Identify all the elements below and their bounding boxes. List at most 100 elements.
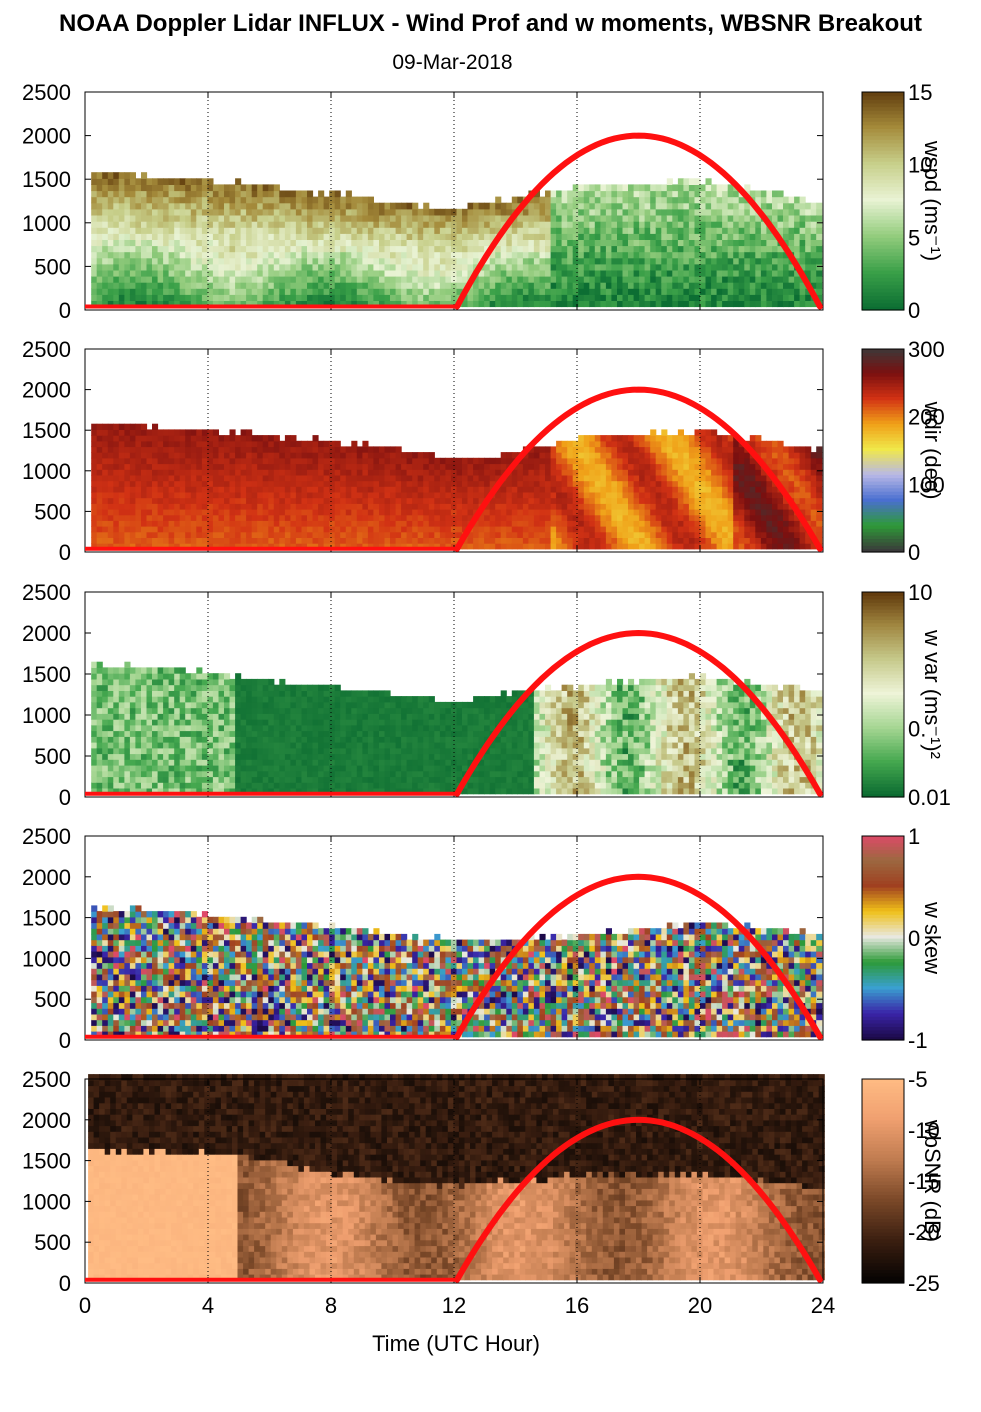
heatmap-cell [423, 251, 430, 259]
heatmap-cell [556, 227, 563, 234]
heatmap-cell [307, 215, 314, 222]
heatmap-cell [600, 446, 607, 453]
heatmap-cell [583, 227, 590, 234]
heatmap-cell [179, 294, 186, 301]
heatmap-cell [672, 503, 679, 510]
heatmap-cell [390, 245, 397, 253]
heatmap-cell [362, 537, 369, 544]
heatmap-cell [744, 245, 751, 253]
heatmap-cell [456, 531, 463, 538]
heatmap-cell [240, 227, 247, 234]
heatmap-cell [556, 245, 563, 253]
heatmap-cell [157, 178, 164, 185]
heatmap-cell [528, 257, 535, 265]
heatmap-cell [705, 233, 712, 240]
heatmap-cell [284, 196, 291, 204]
heatmap-cell [661, 276, 668, 283]
heatmap-cell [727, 531, 734, 538]
heatmap-cell [141, 202, 148, 210]
heatmap-cell [340, 486, 347, 493]
heatmap-cell [212, 469, 219, 476]
heatmap-cell [434, 474, 441, 482]
heatmap-cell [345, 227, 352, 234]
heatmap-cell [362, 503, 369, 510]
heatmap-cell [96, 245, 103, 253]
heatmap-cell [755, 526, 762, 533]
heatmap-cell [129, 486, 136, 493]
heatmap-cell [207, 196, 214, 204]
heatmap-cell [240, 543, 247, 550]
heatmap-cell [329, 208, 336, 216]
heatmap-cell [450, 520, 457, 527]
heatmap-cell [229, 196, 236, 204]
heatmap-cell [478, 537, 485, 544]
heatmap-cell [318, 526, 325, 533]
heatmap-cell [462, 514, 469, 521]
heatmap-cell [246, 282, 253, 289]
heatmap-cell [611, 435, 618, 442]
heatmap-cell [578, 480, 585, 487]
heatmap-cell [622, 257, 629, 265]
heatmap-cell [755, 257, 762, 265]
heatmap-cell [246, 480, 253, 487]
heatmap-cell [522, 503, 529, 510]
heatmap-cell [683, 509, 690, 516]
heatmap-cell [141, 276, 148, 283]
heatmap-cell [196, 184, 203, 192]
heatmap-cell [323, 537, 330, 544]
heatmap-cell [639, 184, 646, 192]
heatmap-cell [622, 486, 629, 493]
heatmap-cell [594, 526, 601, 533]
heatmap-cell [362, 446, 369, 453]
heatmap-cell [423, 474, 430, 482]
colorbar-band [862, 244, 904, 249]
heatmap-cell [196, 300, 203, 308]
colorbar-band [862, 277, 904, 282]
heatmap-cell [301, 233, 308, 240]
heatmap-cell [760, 239, 767, 247]
colorbar-band [862, 240, 904, 246]
heatmap-cell [146, 446, 153, 453]
heatmap-cell [356, 227, 363, 234]
heatmap-cell [334, 503, 341, 510]
heatmap-cell [772, 263, 779, 271]
heatmap-cell [655, 497, 662, 504]
heatmap-cell [224, 282, 231, 289]
heatmap-cell [268, 531, 275, 538]
heatmap-cell [567, 469, 574, 476]
heatmap-cell [390, 208, 397, 216]
heatmap-cell [323, 233, 330, 240]
heatmap-cell [705, 537, 712, 544]
heatmap-cell [594, 215, 601, 222]
heatmap-cell [677, 190, 684, 198]
heatmap-cell [489, 215, 496, 222]
heatmap-cell [550, 480, 557, 487]
heatmap-cell [152, 543, 159, 550]
heatmap-cell [152, 208, 159, 216]
heatmap-cell [650, 269, 657, 277]
heatmap-cell [190, 196, 197, 204]
heatmap-cell [783, 202, 790, 210]
heatmap-cell [284, 486, 291, 493]
heatmap-cell [334, 190, 341, 198]
heatmap-cell [611, 239, 618, 247]
heatmap-cell [246, 233, 253, 240]
heatmap-cell [312, 221, 319, 228]
heatmap-cell [179, 435, 186, 442]
heatmap-cell [495, 215, 502, 222]
heatmap-cell [107, 172, 114, 179]
heatmap-cell [473, 469, 480, 476]
heatmap-cell [251, 221, 258, 228]
heatmap-cell [390, 531, 397, 538]
heatmap-cell [600, 294, 607, 301]
heatmap-cell [401, 251, 408, 259]
heatmap-cell [224, 215, 231, 222]
heatmap-cell [583, 288, 590, 295]
heatmap-cell [744, 480, 751, 487]
heatmap-cell [517, 469, 524, 476]
heatmap-cell [600, 474, 607, 482]
heatmap-cell [594, 196, 601, 204]
heatmap-cell [711, 227, 718, 234]
heatmap-cell [522, 486, 529, 493]
heatmap-cell [700, 429, 707, 436]
